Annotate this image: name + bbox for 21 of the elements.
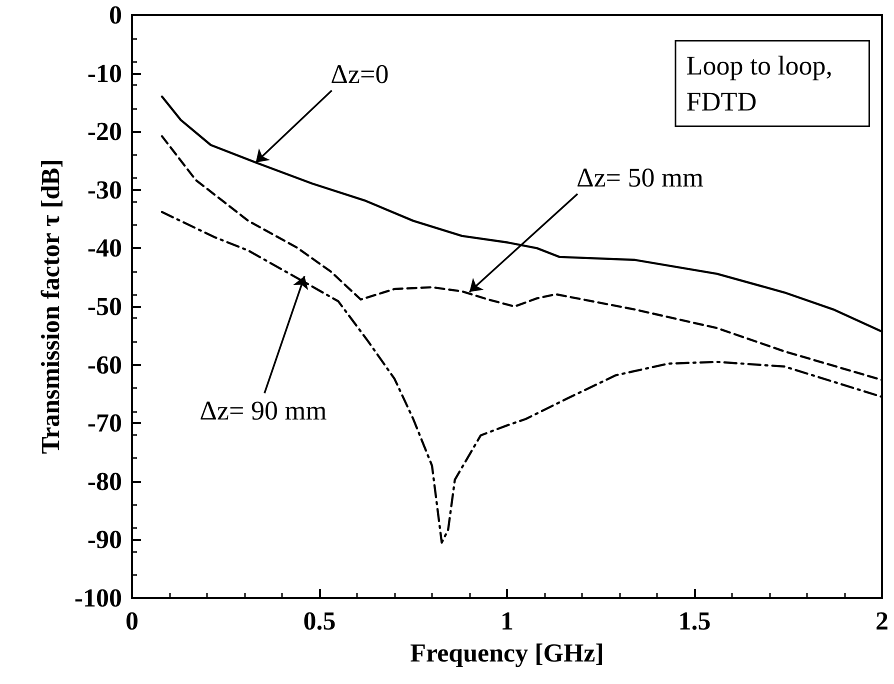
y-tick-label: -90: [87, 525, 122, 554]
x-tick-label: 2: [876, 606, 888, 636]
y-tick-label: -10: [87, 58, 122, 88]
y-tick-label: -30: [87, 175, 122, 204]
y-tick-label: -40: [87, 234, 122, 263]
x-tick-label: 0.5: [303, 606, 336, 636]
annotation: Loop to loop, FDTD: [686, 50, 833, 116]
y-tick-label: -80: [87, 466, 122, 496]
y-tick-label: -60: [87, 350, 122, 380]
y-tick-label: -70: [87, 408, 122, 438]
x-tick-label: 1: [500, 606, 514, 636]
y-axis-title: Transmission factor τ [dB]: [36, 159, 65, 454]
y-tick-label: -50: [87, 292, 122, 321]
annotation: Δz=0: [330, 59, 389, 90]
y-tick-label: 0: [109, 0, 122, 30]
y-tick-label: -20: [87, 117, 122, 146]
y-tick-label: -100: [74, 584, 122, 612]
annotation: Δz= 50 mm: [576, 162, 704, 193]
x-tick-label: 1.5: [678, 606, 711, 636]
annotation: Δz= 90 mm: [200, 395, 327, 426]
x-axis-title: Frequency [GHz]: [410, 638, 604, 668]
